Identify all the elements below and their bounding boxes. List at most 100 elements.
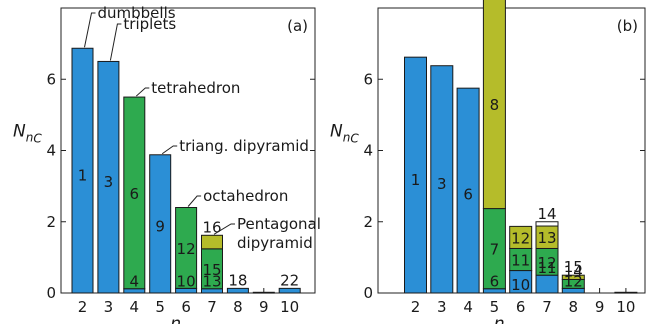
x-tick-label: 7 — [207, 298, 217, 316]
segment-label: 22 — [280, 271, 299, 289]
segment-label: 1 — [411, 171, 421, 189]
annotation-leader — [161, 145, 178, 155]
annotation-label: triang. dipyramid — [179, 137, 309, 155]
x-tick-label: 2 — [78, 298, 88, 316]
segment-label: 13 — [202, 273, 221, 291]
x-axis-label: nC — [170, 314, 190, 324]
segment-label: 11 — [511, 252, 530, 270]
y-tick-label: 0 — [46, 284, 56, 302]
segment-label: 10 — [177, 272, 196, 290]
annotation-label: triplets — [123, 15, 176, 33]
bar-segment — [509, 225, 533, 249]
bar-segment — [71, 47, 94, 294]
bar-segment — [149, 154, 172, 294]
bar-segment — [278, 287, 301, 294]
bar-segment — [201, 234, 223, 250]
x-axis-label-main: n — [494, 314, 505, 324]
panel-label: (b) — [617, 17, 638, 35]
bar-segment — [535, 274, 559, 294]
segment-label: 6 — [130, 185, 140, 203]
y-axis-label-subsub: C — [33, 131, 42, 145]
segment-label: 12 — [177, 240, 196, 258]
x-tick-label: 6 — [181, 298, 191, 316]
x-tick-label: 7 — [542, 298, 552, 316]
segment-label: 14 — [564, 262, 583, 280]
annotation-leader — [109, 23, 122, 61]
x-tick-label: 10 — [616, 298, 635, 316]
bar-segment — [561, 274, 585, 280]
y-tick-label: 4 — [363, 142, 373, 160]
x-axis-label: nC — [494, 314, 514, 324]
y-tick-label: 0 — [363, 284, 373, 302]
segment-label: 11 — [537, 259, 556, 277]
bar-segment — [614, 291, 638, 294]
bar-segment — [226, 287, 249, 294]
segment-label: 12 — [564, 272, 583, 290]
y-tick-label: 6 — [363, 70, 373, 88]
annotation-leader — [187, 195, 202, 207]
bar-segment — [175, 207, 198, 289]
y-axis-label: NnC — [330, 121, 359, 145]
x-axis-label-main: n — [170, 314, 181, 324]
bar-segment — [404, 56, 427, 294]
x-axis-label-sub: C — [181, 322, 190, 324]
panel-label: (a) — [287, 17, 308, 35]
segment-label: 8 — [490, 96, 500, 114]
bar-segment — [535, 221, 559, 227]
annotation-label: octahedron — [203, 187, 288, 205]
x-tick-label: 2 — [411, 298, 421, 316]
x-tick-label: 4 — [130, 298, 140, 316]
segment-label: 15 — [564, 258, 583, 276]
x-tick-label: 5 — [155, 298, 165, 316]
y-axis-label: NnC — [13, 121, 42, 145]
segment-label: 1 — [78, 167, 88, 185]
y-axis-label-main: N — [13, 121, 26, 141]
segment-label: 16 — [202, 218, 221, 236]
x-tick-label: 5 — [490, 298, 500, 316]
annotation-leader — [84, 12, 96, 48]
annotation-leader — [213, 223, 235, 235]
x-tick-label: 9 — [595, 298, 605, 316]
x-tick-label: 8 — [233, 298, 243, 316]
panel-a: 0 2 4 6 2 1 dumbbells 3 3 triplets 4 4 6 tetrahedron 5… — [13, 4, 321, 324]
y-tick-label: 4 — [46, 142, 56, 160]
segment-label: 3 — [437, 175, 447, 193]
segment-label: 12 — [537, 254, 556, 272]
bar-segment — [430, 65, 454, 294]
y-tick-label: 2 — [46, 213, 56, 231]
segment-label: 12 — [511, 229, 530, 247]
segment-label: 14 — [537, 205, 556, 223]
segment-label: 7 — [490, 241, 500, 259]
segment-label: 15 — [202, 261, 221, 279]
bar-segment — [123, 96, 146, 290]
bar-segment — [482, 0, 506, 210]
annotation-line: dipyramid — [237, 234, 313, 252]
y-tick-label: 2 — [363, 213, 373, 231]
annotation-leader — [135, 87, 150, 97]
annotation-line: Pentagonal — [237, 215, 321, 233]
panel-b: 0246213346567896101112711121314812141591… — [330, 0, 646, 324]
segment-label: 9 — [155, 218, 165, 236]
x-tick-label: 6 — [516, 298, 526, 316]
y-axis-label-subsub: C — [350, 131, 359, 145]
segment-label: 4 — [130, 273, 140, 291]
segment-label: 18 — [228, 271, 247, 289]
bar-segment — [252, 291, 275, 294]
x-tick-label: 8 — [569, 298, 579, 316]
annotation-label: dumbbells — [98, 4, 176, 22]
x-tick-label: 3 — [104, 298, 114, 316]
segment-label: 3 — [104, 173, 114, 191]
y-tick-label: 6 — [46, 70, 56, 88]
bar-segment — [97, 60, 120, 294]
annotation-label: Pentagonal dipyramid — [237, 215, 321, 252]
x-tick-label: 10 — [280, 298, 299, 316]
segment-label: 6 — [463, 186, 473, 204]
x-tick-label: 9 — [259, 298, 269, 316]
segment-label: 6 — [490, 273, 500, 291]
segment-label: 10 — [511, 276, 530, 294]
x-tick-label: 3 — [437, 298, 447, 316]
x-axis-label-sub: C — [505, 322, 514, 324]
y-axis-label-sub: n — [343, 130, 351, 144]
y-axis-label-sub: n — [26, 130, 34, 144]
